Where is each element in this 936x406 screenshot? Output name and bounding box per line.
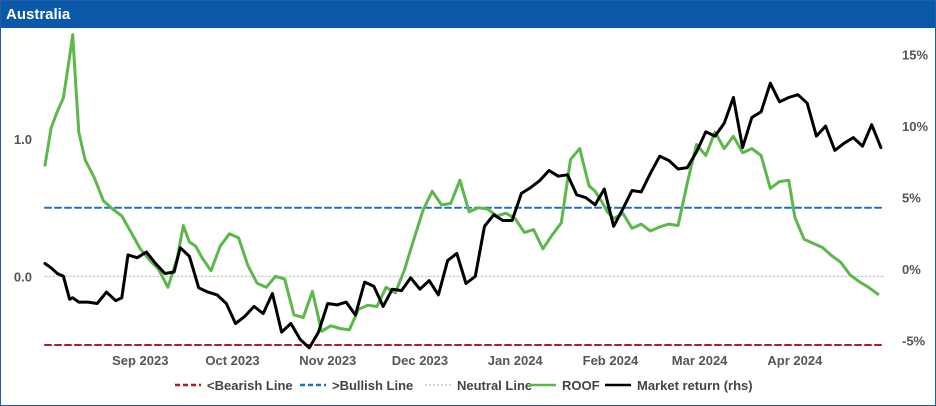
y-right-tick-label: -5%: [902, 334, 926, 349]
series-line-market-return-rhs: [43, 81, 883, 350]
x-tick-label: Apr 2024: [767, 353, 823, 368]
y-right-tick-label: 5%: [902, 191, 921, 206]
chart-title: Australia: [1, 1, 935, 28]
legend-label-market-return-rhs: Market return (rhs): [637, 378, 753, 393]
legend-label-neutral-line: Neutral Line: [457, 378, 532, 393]
legend-label-bearish-line: <Bearish Line: [207, 378, 293, 393]
x-tick-label: Mar 2024: [672, 353, 728, 368]
y-left-tick-label: 1.0: [14, 132, 32, 147]
x-tick-label: Nov 2023: [299, 353, 356, 368]
legend-label-bullish-line: >Bullish Line: [332, 378, 413, 393]
series-line-roof: [43, 33, 880, 333]
x-tick-label: Dec 2023: [392, 353, 448, 368]
x-tick-label: Jan 2024: [488, 353, 544, 368]
x-tick-label: Sep 2023: [112, 353, 168, 368]
y-left-tick-label: 0.0: [14, 269, 32, 284]
x-tick-label: Oct 2023: [205, 353, 259, 368]
y-right-tick-label: 15%: [902, 48, 928, 63]
legend-label-roof: ROOF: [562, 378, 600, 393]
y-right-tick-label: 0%: [902, 262, 921, 277]
x-tick-label: Feb 2024: [583, 353, 639, 368]
y-right-tick-label: 10%: [902, 119, 928, 134]
